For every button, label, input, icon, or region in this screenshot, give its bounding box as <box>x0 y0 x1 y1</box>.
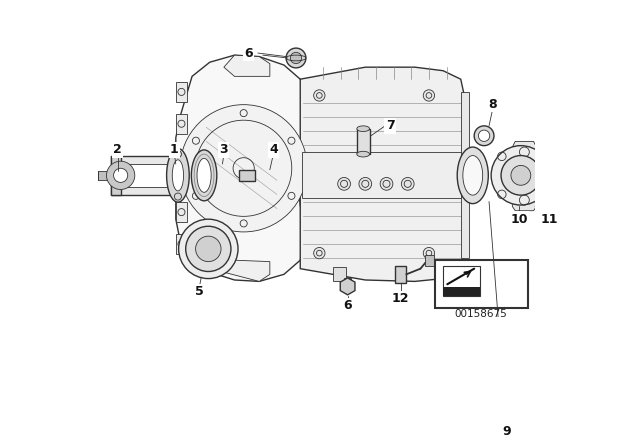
Text: 7: 7 <box>386 119 394 132</box>
Circle shape <box>314 90 325 101</box>
Polygon shape <box>176 55 307 281</box>
Bar <box>443 287 480 296</box>
Bar <box>111 155 121 195</box>
Circle shape <box>423 90 435 101</box>
Text: 3: 3 <box>220 143 228 156</box>
Circle shape <box>286 48 306 68</box>
Text: 5: 5 <box>195 285 204 298</box>
Bar <box>357 129 369 154</box>
Bar <box>333 267 346 281</box>
Circle shape <box>359 177 372 190</box>
Bar <box>172 146 184 205</box>
Polygon shape <box>224 55 270 76</box>
Ellipse shape <box>172 160 184 191</box>
Bar <box>443 266 480 296</box>
Bar <box>435 260 528 308</box>
Ellipse shape <box>463 155 483 195</box>
Text: 9: 9 <box>502 425 511 438</box>
Bar <box>98 171 111 180</box>
Polygon shape <box>176 82 187 102</box>
Text: 1: 1 <box>170 143 179 156</box>
Circle shape <box>180 105 307 232</box>
Circle shape <box>179 219 238 279</box>
Circle shape <box>474 126 494 146</box>
Ellipse shape <box>166 148 189 202</box>
Text: 12: 12 <box>392 292 410 305</box>
Polygon shape <box>176 234 187 254</box>
Ellipse shape <box>457 147 488 204</box>
Polygon shape <box>176 114 187 134</box>
Polygon shape <box>340 278 355 295</box>
Polygon shape <box>300 67 464 281</box>
Text: 6: 6 <box>244 47 253 60</box>
Circle shape <box>401 177 414 190</box>
Circle shape <box>338 177 351 190</box>
Text: 6: 6 <box>343 299 352 312</box>
Circle shape <box>196 236 221 262</box>
Circle shape <box>511 165 531 185</box>
Ellipse shape <box>357 126 369 132</box>
Bar <box>301 152 463 198</box>
Circle shape <box>113 168 128 182</box>
Text: 2: 2 <box>113 143 122 156</box>
Bar <box>461 92 469 258</box>
Circle shape <box>479 130 490 142</box>
Bar <box>426 254 434 266</box>
Circle shape <box>314 247 325 259</box>
Bar <box>111 164 178 187</box>
Polygon shape <box>513 142 536 211</box>
Circle shape <box>491 146 550 205</box>
Text: 11: 11 <box>540 213 558 226</box>
Circle shape <box>291 52 301 64</box>
Polygon shape <box>220 260 270 281</box>
Text: 8: 8 <box>488 98 497 111</box>
Bar <box>344 278 351 286</box>
Ellipse shape <box>197 159 211 192</box>
Circle shape <box>501 155 541 195</box>
Text: 4: 4 <box>269 143 278 156</box>
Circle shape <box>106 161 135 190</box>
Text: 10: 10 <box>511 213 528 226</box>
Bar <box>239 170 255 181</box>
Circle shape <box>186 226 231 271</box>
Polygon shape <box>176 202 187 222</box>
Circle shape <box>423 247 435 259</box>
Bar <box>395 266 406 283</box>
Ellipse shape <box>191 150 217 201</box>
Bar <box>111 155 178 195</box>
Text: 00158675: 00158675 <box>455 309 508 319</box>
Ellipse shape <box>357 151 369 157</box>
Circle shape <box>380 177 393 190</box>
